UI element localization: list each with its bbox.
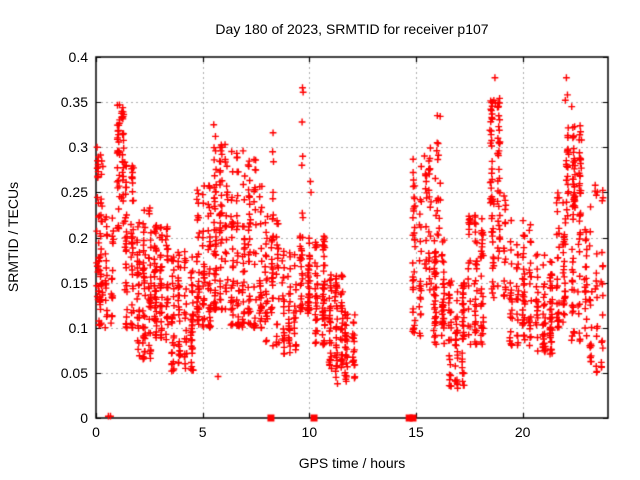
y-tick-label: 0.4 [68,49,88,65]
chart-title: Day 180 of 2023, SRMTID for receiver p10… [215,21,489,37]
x-tick-label: 0 [92,424,100,440]
y-tick-label: 0.35 [60,94,88,111]
y-tick-label: 0.2 [68,229,88,246]
y-tick-label: 0.1 [68,319,88,336]
x-tick-label: 5 [198,424,207,440]
x-tick-label: 15 [408,424,424,440]
y-tick-label: 0.25 [60,184,88,201]
x-tick-label: 20 [514,424,531,440]
y-tick-label: 0.3 [68,139,88,156]
y-tick-label: 0.15 [60,274,88,291]
y-tick-label: 0.05 [60,364,88,381]
x-tick-label: 10 [301,424,318,440]
y-tick-label: 0 [80,410,88,426]
x-axis-label: GPS time / hours [298,455,406,471]
